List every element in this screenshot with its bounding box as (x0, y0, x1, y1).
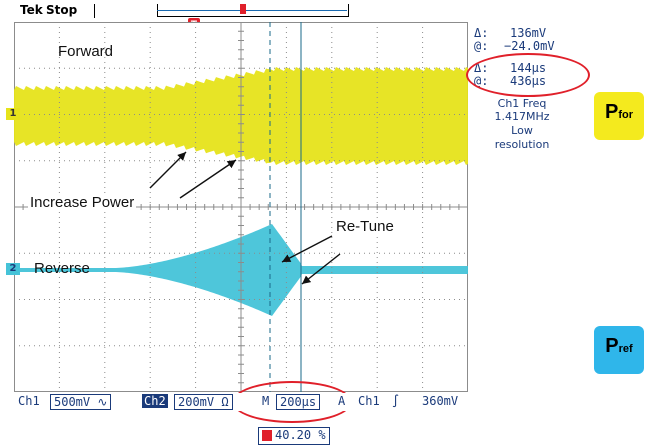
ch1-scale-box[interactable]: 500mV ∿ (50, 394, 112, 410)
brand-logo: Tek (20, 3, 43, 17)
at-v-readout: −24.0mV (504, 39, 555, 53)
ch2-ground-marker[interactable]: 2 (6, 263, 20, 275)
re-tune-arrow-2 (301, 253, 341, 285)
at-v-symbol: @: (474, 39, 489, 53)
ch2-impedance-icon: Ω (221, 395, 229, 409)
delta-v-readout: 136mV (510, 26, 547, 40)
delta-t-highlight (466, 53, 590, 97)
ch2-scale-box[interactable]: 200mV Ω (174, 394, 233, 410)
re-tune-label: Re-Tune (334, 218, 396, 235)
re-tune-arrow-1 (281, 235, 333, 263)
resolution-line-2: resolution (494, 138, 550, 151)
a-label: A (338, 394, 346, 408)
timebase-value[interactable]: 200µs (276, 394, 321, 410)
forward-label: Forward (58, 43, 114, 60)
ch1-label[interactable]: Ch1 (18, 394, 40, 408)
pref-sub: ref (618, 343, 633, 355)
ch2-label[interactable]: Ch2 (142, 394, 168, 408)
trigger-level[interactable]: 360mV (422, 394, 459, 408)
ch1-marker-label: 1 (9, 108, 17, 119)
ch1-freq-value: 1.417MHz (494, 110, 550, 123)
m-label: M (262, 394, 270, 408)
ch1-ground-marker[interactable]: 1 (6, 108, 20, 120)
trigger-slope-icon[interactable]: ∫ (392, 394, 400, 408)
increase-power-arrow-1 (149, 151, 187, 189)
settings-bar: Ch1 500mV ∿ Ch2 200mV Ω M 200µs A Ch1 ∫ … (14, 393, 484, 411)
pref-badge: Pref (594, 326, 644, 374)
acquisition-state: Stop (46, 3, 78, 17)
increase-power-label: Increase Power (28, 194, 137, 211)
record-position-line (157, 10, 347, 11)
ch1-freq-label: Ch1 Freq (497, 97, 547, 110)
delta-v-symbol: Δ: (474, 26, 489, 40)
resolution-line-1: Low (511, 124, 533, 137)
trigger-source[interactable]: Ch1 (358, 394, 380, 408)
trigger-icon (262, 430, 272, 441)
ch1-scale: 500mV (54, 395, 91, 409)
ch2-marker-label: 2 (9, 263, 17, 274)
pref-main: P (605, 335, 619, 357)
status-bar: Tek Stop (14, 0, 580, 22)
increase-power-arrow-2 (179, 159, 237, 199)
divider (94, 4, 95, 18)
pfor-main: P (604, 101, 619, 123)
ch2-scale: 200mV (178, 395, 215, 409)
pfor-badge: Pfor (594, 92, 644, 140)
trigger-position-value: 40.20 % (275, 428, 326, 442)
reverse-label: Reverse (34, 260, 90, 277)
pfor-sub: for (618, 109, 633, 121)
ch1-coupling-icon: ∿ (97, 395, 108, 409)
trigger-position-arrow (240, 4, 246, 14)
